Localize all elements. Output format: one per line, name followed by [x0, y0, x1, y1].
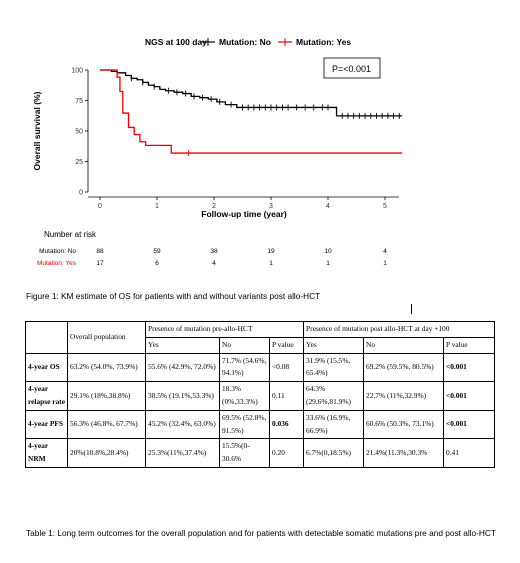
risk-row-label: Mutation: No — [39, 248, 76, 255]
table-cell: 60.6% (50.3%, 73.1%) — [363, 409, 445, 440]
table-cell: <0.001 — [443, 409, 496, 440]
legend-item-no: Mutation: No — [201, 37, 271, 47]
subheader-cell: P value — [443, 336, 496, 354]
table-row: 4-year NRM 20%(10.8%,28.4%) 25.3%(11%,37… — [25, 438, 496, 468]
row-label: 4-year NRM — [25, 438, 68, 468]
risk-count: 88 — [96, 248, 104, 255]
risk-count: 17 — [96, 260, 104, 267]
subheader-cell: Yes — [145, 336, 220, 354]
table-cell: 63.2% (54.0%, 73.9%) — [67, 352, 146, 383]
risk-count: 4 — [383, 248, 387, 255]
risk-count: 59 — [153, 248, 161, 255]
x-tick-label: 1 — [155, 203, 159, 210]
risk-count: 6 — [155, 260, 159, 267]
table-cell: 18.3% (0%,33.3%) — [219, 381, 270, 411]
table-cell: 6.7%(0,18.5%) — [303, 438, 365, 468]
table-row: 4-year relapse rate 29.1% (18%,38.8%) 38… — [25, 381, 496, 411]
table-cell: <0.001 — [443, 352, 496, 383]
legend-label-yes: Mutation: Yes — [296, 37, 351, 47]
table-cell: 20%(10.8%,28.4%) — [67, 438, 146, 468]
y-tick-label: 0 — [79, 190, 83, 197]
table-cell: 0.20 — [268, 438, 305, 468]
p-value-box: P=<0.001 — [323, 57, 381, 79]
y-tick-label: 50 — [75, 129, 83, 136]
table-cell: 15.5%(0-30.6% — [219, 438, 270, 468]
table-cell: 0.11 — [268, 381, 305, 411]
row-label: 4-year PFS — [25, 409, 68, 440]
header-post: Presence of mutation post allo-HCT at da… — [303, 321, 496, 338]
table-cell: 38.5% (19.1%,53.3%) — [145, 381, 220, 411]
row-label: 4-year relapse rate — [25, 381, 68, 411]
table-cell: 71.7% (54.6%, 94.1%) — [219, 352, 270, 383]
y-ticks: 0 25 50 75 100 — [71, 68, 88, 197]
x-tick-label: 2 — [212, 203, 216, 210]
subheader-cell: P value — [268, 336, 305, 354]
x-axis-label: Follow-up time (year) — [201, 209, 287, 219]
km-curve-no — [100, 69, 403, 117]
subheader-cell: No — [363, 336, 445, 354]
table-subheader-row: Yes No P value Yes No P value — [26, 336, 496, 354]
header-pre: Presence of mutation pre-allo-HCT — [144, 321, 305, 338]
risk-count: 1 — [383, 260, 387, 267]
km-survival-plot: NGS at 100 day Mutation: No Mutation: Ye… — [32, 37, 403, 267]
outcomes-table: Overall population Presence of mutation … — [25, 321, 496, 468]
subheader-cell: No — [219, 336, 270, 354]
table-caption: Table 1: Long term outcomes for the over… — [26, 528, 496, 538]
risk-count: 4 — [212, 260, 216, 267]
table-cell: 33.6% (16.9%, 66.9%) — [303, 409, 365, 440]
table-cell: 69.5% (52.8%, 91.5%) — [219, 409, 270, 440]
y-tick-label: 75 — [75, 98, 83, 105]
y-tick-label: 25 — [75, 159, 83, 166]
table-corner — [25, 321, 68, 354]
table-cell: 0.41 — [443, 438, 496, 468]
legend-item-yes: Mutation: Yes — [278, 37, 351, 47]
x-ticks: 0 1 2 3 4 5 — [98, 197, 387, 210]
row-label: 4-year OS — [25, 352, 68, 383]
table-cell: 64.3% (29.6%,81.9%) — [303, 381, 365, 411]
risk-count: 1 — [269, 260, 273, 267]
p-value-text: P=<0.001 — [332, 64, 371, 74]
x-tick-label: 3 — [269, 203, 273, 210]
table-row: 4-year PFS 56.3% (46.8%, 67.7%) 45.2% (3… — [25, 409, 496, 440]
risk-table-title: Number at risk — [44, 230, 97, 239]
risk-count: 19 — [267, 248, 275, 255]
table-cell: 69.2% (59.5%, 80.5%) — [363, 352, 445, 383]
table-cell: 56.3% (46.8%, 67.7%) — [67, 409, 146, 440]
legend-title: NGS at 100 day — [145, 37, 207, 47]
table-row: 4-year OS 63.2% (54.0%, 73.9%) 55.6% (42… — [25, 352, 496, 383]
table-header-row: Overall population Presence of mutation … — [25, 321, 496, 354]
y-axis-label: Overall survival (%) — [32, 91, 42, 170]
subheader-cell: Yes — [303, 336, 365, 354]
table-cell: <0.08 — [268, 352, 305, 383]
header-overall: Overall population — [67, 321, 146, 354]
risk-count: 10 — [324, 248, 332, 255]
table-cell: 0.036 — [268, 409, 305, 440]
table-cell: 45.2% (32.4%, 63.0%) — [145, 409, 220, 440]
risk-row-label: Mutation: Yes — [37, 260, 77, 267]
km-curve-yes — [100, 69, 403, 154]
legend-label-no: Mutation: No — [219, 37, 271, 47]
x-tick-label: 0 — [98, 203, 102, 210]
figure-caption: Figure 1: KM estimate of OS for patients… — [26, 291, 321, 301]
table-cell: <0.001 — [443, 381, 496, 411]
table-cell: 31.9% (15.5%, 65.4%) — [303, 352, 365, 383]
table-cell: 21.4%(11.3%,30.3% — [363, 438, 445, 468]
table-cell: 22.7% (11%,32.9%) — [363, 381, 445, 411]
table-cell: 29.1% (18%,38.8%) — [67, 381, 146, 411]
table-cell: 25.3%(11%,37.4%) — [145, 438, 220, 468]
text-cursor — [411, 304, 412, 314]
risk-count: 1 — [326, 260, 330, 267]
risk-count: 38 — [210, 248, 218, 255]
y-tick-label: 100 — [71, 68, 83, 75]
table-cell: 55.6% (42.9%, 72.0%) — [145, 352, 220, 383]
risk-table: Mutation: No 88 59 38 19 10 4 Mutation: Yes 17 6 4… — [37, 248, 387, 267]
x-tick-label: 5 — [383, 203, 387, 210]
survival-curves — [100, 69, 403, 157]
x-tick-label: 4 — [326, 203, 330, 210]
